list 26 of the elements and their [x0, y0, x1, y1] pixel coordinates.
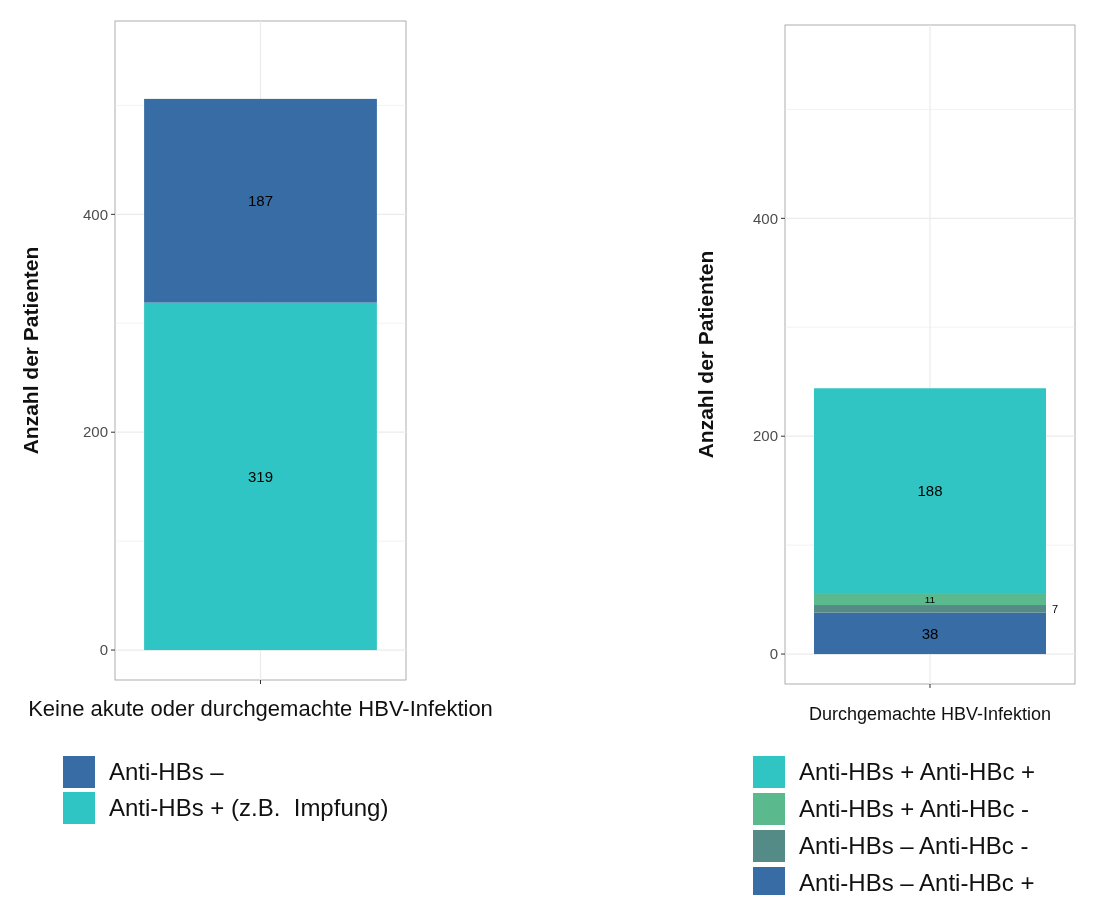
legend-label: Anti-HBs – — [109, 758, 225, 786]
data-label: 7 — [1052, 602, 1059, 615]
legend-label: Anti-HBs – Anti-HBc - — [799, 832, 1029, 860]
legend-label: Anti-HBs + Anti-HBc - — [799, 795, 1030, 823]
bar — [814, 605, 1046, 613]
y-tick-label: 200 — [752, 427, 778, 445]
y-axis-title: Anzahl der Patienten — [19, 246, 42, 455]
legend-label: Anti-HBs + Anti-HBc + — [799, 758, 1036, 786]
data-label: 188 — [917, 481, 943, 499]
legend-label: Anti-HBs – Anti-HBc + — [799, 869, 1035, 897]
data-label: 11 — [924, 593, 936, 605]
x-tick-label: Durchgemachte HBV-Infektion — [808, 704, 1052, 724]
bar — [814, 388, 1046, 594]
bar — [814, 593, 1046, 606]
y-tick-label: 0 — [99, 641, 108, 659]
y-axis-title: Anzahl der Patienten — [694, 250, 717, 459]
data-label: 319 — [247, 467, 274, 485]
y-tick-label: 400 — [752, 209, 778, 227]
y-tick-label: 200 — [82, 423, 108, 441]
data-label: 187 — [247, 191, 274, 209]
data-label: 38 — [921, 624, 939, 642]
legend-label: Anti-HBs + (z.B. Impfung) — [109, 794, 389, 822]
bar — [814, 612, 1046, 655]
x-tick-label: Keine akute oder durchgemachte HBV-Infektion — [28, 696, 493, 721]
y-tick-label: 400 — [82, 205, 108, 223]
y-tick-label: 0 — [769, 645, 778, 663]
